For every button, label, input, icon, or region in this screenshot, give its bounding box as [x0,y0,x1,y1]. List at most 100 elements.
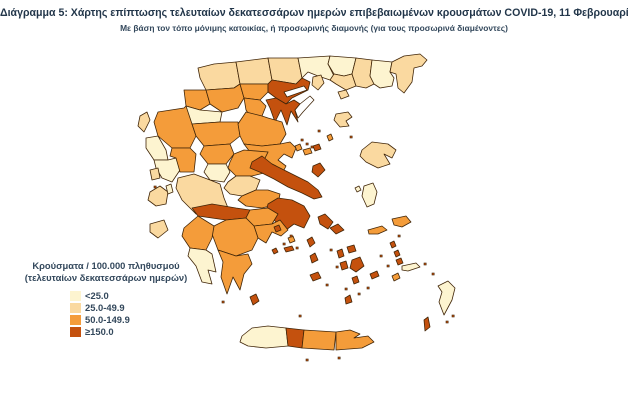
region-kefalonia [147,185,169,207]
islet-speck [300,138,304,142]
region-salamina [273,224,282,233]
figure-title: Διάγραμμα 5: Χάρτης επίπτωσης τελευταίων… [0,7,628,19]
islet-speck [310,145,314,149]
region-kavala [329,73,357,91]
islet-speck [298,314,302,318]
islet-speck [386,264,390,268]
region-paros [339,260,349,271]
region-mykonos [346,244,357,254]
region-hydra [283,245,295,253]
region-kea [306,236,316,248]
region-patmos [389,240,397,249]
region-kos [401,262,421,272]
legend-title: Κρούσματα / 100.000 πληθυσμού (τελευταίω… [8,260,204,284]
region-ithaki [165,183,174,195]
region-corfu [137,111,151,133]
islet-speck [295,246,299,250]
legend-item: 50.0-149.9 [70,314,204,326]
islet-speck [357,292,361,296]
region-laconia [217,249,253,295]
legend-item: 25.0-49.9 [70,302,204,314]
islet-speck [344,287,348,291]
region-zakynthos [149,219,169,239]
region-samos [391,215,412,228]
region-larissa [237,111,287,147]
legend-items: <25.0 25.0-49.9 50.0-149.9 ≥150.0 [70,290,204,338]
region-alonissos [312,143,322,152]
region-limnos [333,111,353,128]
islet-speck [445,320,449,324]
region-lasithi [335,329,375,351]
islet-speck [317,129,321,133]
region-chios [361,182,378,208]
legend-item: ≥150.0 [70,326,204,338]
islet-speck [379,254,383,258]
legend: Κρούσματα / 100.000 πληθυσμού (τελευταίω… [8,260,204,338]
region-tinos [329,223,345,235]
region-ioannina [153,105,197,149]
region-lefkada [149,167,161,181]
region-astypalea [391,272,401,282]
islet-speck [153,185,157,189]
region-lesvos [359,141,397,169]
islet-speck [335,265,339,269]
legend-item-label: 50.0-149.9 [85,314,130,326]
islet-speck [337,356,341,360]
islet-speck [366,286,370,290]
region-andros [317,213,334,230]
region-santorini [344,294,353,305]
islet-speck [325,283,329,287]
region-ikaria [367,225,388,235]
region-karpathos [423,316,431,332]
region-kythira [249,293,260,306]
islet-speck [423,262,427,266]
legend-item: <25.0 [70,290,204,302]
region-evrytania [203,163,231,183]
legend-item-label: <25.0 [85,290,109,302]
legend-item-label: ≥150.0 [85,326,114,338]
region-agios-efstratios [326,133,334,142]
region-rhodope [369,59,395,89]
region-skyros [311,162,326,178]
region-skopelos [302,147,313,156]
islet-speck [451,314,455,318]
legend-item-label: 25.0-49.9 [85,302,125,314]
region-amorgos [369,270,380,280]
region-samothraki [337,89,350,100]
islet-speck [282,242,286,246]
islet-speck [221,300,225,304]
region-ios [351,275,360,285]
region-athos [294,95,315,119]
region-psara [354,185,362,193]
legend-title-line2: (τελευταίων δεκατεσσάρων ημερών) [24,272,188,284]
islet-speck [431,272,435,276]
region-euboea [249,155,323,200]
region-elis [181,215,215,251]
region-rhodes [437,280,456,316]
region-florina [197,61,241,91]
region-kalymnos [395,257,404,266]
region-chania [239,325,289,349]
islet-speck [289,234,293,238]
region-evros [389,53,428,94]
legend-swatch-gte150 [70,327,81,338]
region-thasos [311,74,325,91]
region-milos [309,271,322,282]
region-arta [169,147,197,173]
figure-subtitle: Με βάση τον τόπο μόνιμης κατοικίας, ή πρ… [120,23,508,33]
region-leros [393,249,401,258]
region-kastoria [183,89,211,111]
legend-title-line1: Κρούσματα / 100.000 πληθυσμού [32,260,180,271]
region-syros [336,248,345,259]
islet-speck [329,248,333,252]
region-trikala [191,121,241,147]
region-heraklion [301,329,337,351]
islet-speck [305,358,309,362]
region-kozani [205,83,245,113]
region-kythnos [309,252,319,264]
region-messenia [187,247,217,285]
region-skiathos [294,143,303,152]
region-karditsa [199,143,235,165]
